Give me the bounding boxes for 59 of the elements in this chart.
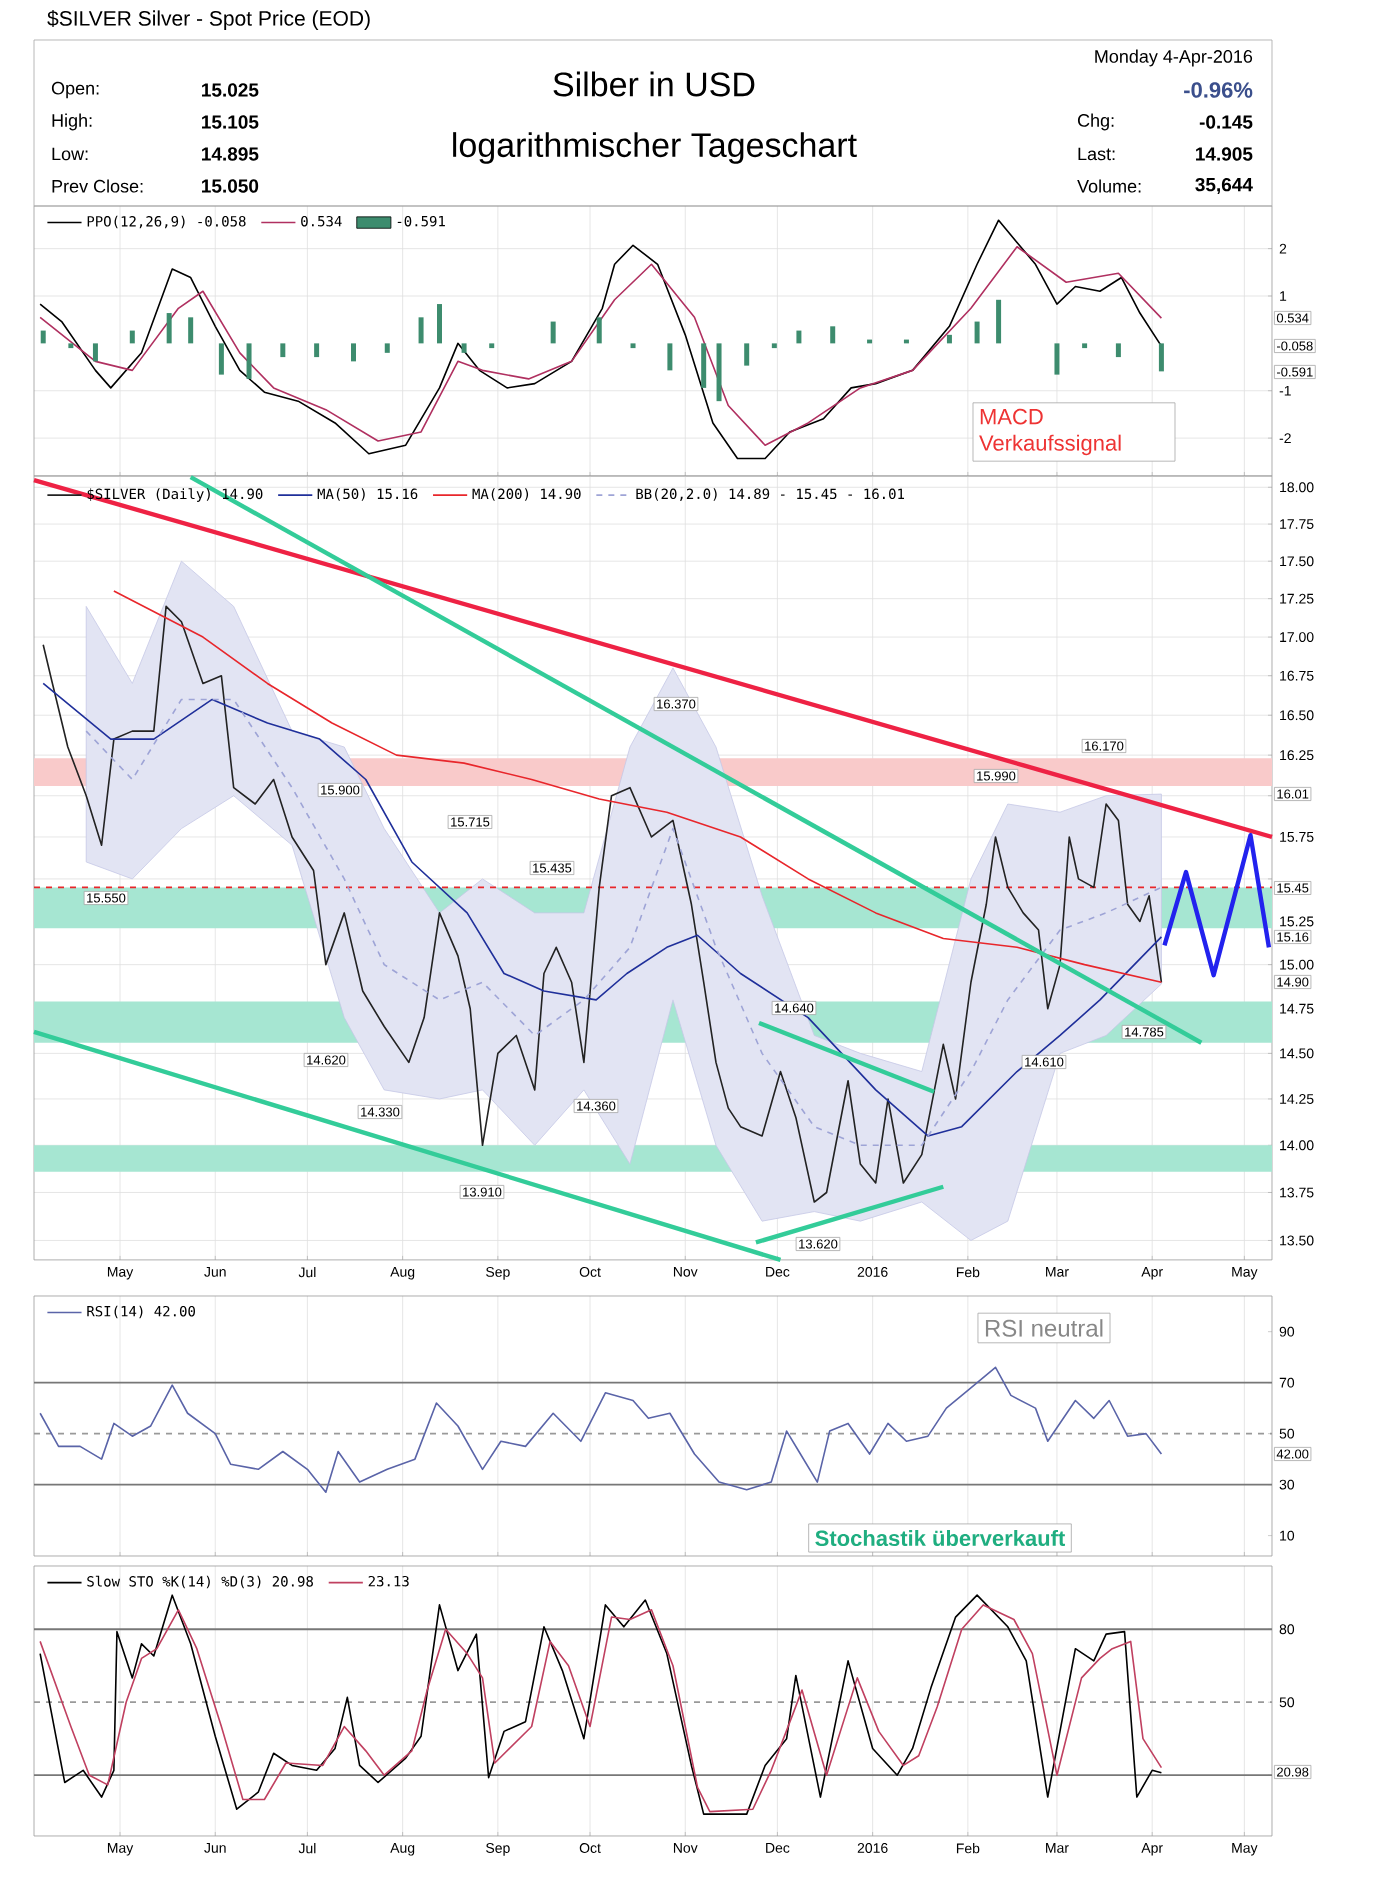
annotation: RSI neutral bbox=[985, 1319, 1103, 1337]
text: 15.105 bbox=[202, 115, 259, 129]
text: High: bbox=[52, 113, 92, 131]
bar bbox=[384, 343, 390, 353]
line-series bbox=[1162, 833, 1272, 978]
bar bbox=[461, 343, 467, 353]
bar bbox=[946, 334, 952, 344]
text: 35,644 bbox=[1195, 177, 1253, 195]
bar bbox=[630, 343, 636, 349]
bar bbox=[550, 321, 556, 344]
bar bbox=[92, 343, 98, 362]
text: 14.895 bbox=[202, 147, 259, 161]
text: -0.96% bbox=[1184, 82, 1253, 98]
bar bbox=[1054, 343, 1060, 375]
text: Open: bbox=[51, 81, 99, 99]
line-series bbox=[42, 605, 1163, 1203]
chart-subtitle: logarithmischer Tageschart bbox=[453, 132, 857, 164]
bar bbox=[188, 317, 194, 344]
bar bbox=[68, 343, 74, 349]
bar bbox=[129, 330, 135, 344]
bar bbox=[436, 304, 442, 344]
text: $SILVER Silver - Spot Price (EOD) bbox=[47, 10, 370, 30]
bar bbox=[418, 317, 424, 344]
text: -0.145 bbox=[1199, 115, 1253, 129]
line-series bbox=[39, 219, 1163, 460]
text: Low: bbox=[52, 147, 88, 161]
bar bbox=[996, 299, 1002, 344]
bar bbox=[596, 317, 602, 344]
bar bbox=[40, 330, 46, 344]
bar bbox=[667, 343, 673, 371]
bar bbox=[771, 343, 777, 349]
bar bbox=[830, 326, 836, 344]
bar bbox=[280, 343, 286, 358]
bar bbox=[701, 343, 707, 388]
text: 15.025 bbox=[202, 83, 259, 97]
bar bbox=[716, 343, 722, 402]
bar bbox=[350, 343, 356, 362]
text: Chg: bbox=[1077, 113, 1114, 131]
bar bbox=[1158, 343, 1164, 372]
bar bbox=[314, 343, 320, 358]
annotation: Stochastik überverkauft bbox=[815, 1529, 1066, 1547]
chart-title: Silber in USD bbox=[553, 71, 755, 97]
bar bbox=[796, 330, 802, 344]
line-series bbox=[39, 1366, 1163, 1494]
text: 14.905 bbox=[1196, 147, 1253, 161]
bar bbox=[166, 313, 172, 344]
bar bbox=[974, 321, 980, 344]
bar bbox=[489, 343, 495, 349]
bar bbox=[744, 343, 750, 366]
bar bbox=[1082, 343, 1088, 349]
text: Last: bbox=[1078, 147, 1115, 161]
text: Prev Close: bbox=[52, 179, 143, 193]
bar bbox=[1115, 343, 1121, 358]
bar bbox=[246, 343, 252, 379]
bar bbox=[218, 343, 224, 375]
text: 15.050 bbox=[202, 179, 259, 193]
annotation: MACD Verkaufssignal bbox=[979, 408, 1121, 456]
text: Monday 4-Apr-2016 bbox=[1095, 49, 1253, 67]
text: Volume: bbox=[1077, 179, 1141, 193]
